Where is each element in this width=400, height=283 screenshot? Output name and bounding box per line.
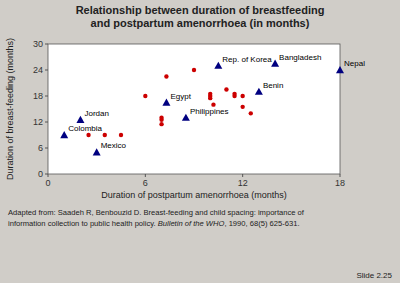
y-tick: [45, 96, 48, 97]
y-tick-label: 24: [33, 65, 43, 75]
dot: [192, 68, 196, 72]
dot: [240, 105, 244, 109]
point-label: Rep. of Korea: [222, 55, 272, 64]
point-label: Bangladesh: [279, 53, 321, 62]
point-label: Egypt: [170, 92, 191, 101]
chart: Relationship between duration of breastf…: [0, 0, 400, 283]
title-line: and postpartum amenorrhoea (in months): [91, 17, 310, 29]
dot: [119, 133, 123, 137]
point-label: Mexico: [101, 141, 127, 150]
y-tick-label: 6: [38, 143, 43, 153]
dot: [240, 94, 244, 98]
caption: information collection to public health …: [8, 219, 300, 228]
x-tick: [340, 174, 341, 177]
y-tick-label: 0: [38, 169, 43, 179]
dot: [159, 122, 163, 126]
point-label: Nepal: [344, 59, 365, 68]
y-tick: [45, 174, 48, 175]
dot: [86, 133, 90, 137]
triangle-point: [182, 114, 190, 121]
point-labels: Colombia Jordan Mexico Egypt Philippines Rep.…: [68, 53, 365, 151]
triangle-point: [76, 116, 84, 123]
point-label: Benin: [263, 81, 283, 90]
marks: [60, 60, 344, 156]
dot: [143, 94, 147, 98]
triangle-point: [162, 99, 170, 106]
triangle-point: [60, 131, 68, 138]
dot: [249, 111, 253, 115]
dot: [159, 118, 163, 122]
x-tick-label: 0: [45, 178, 50, 188]
y-tick: [45, 44, 48, 45]
triangle-point: [93, 148, 101, 155]
point-label: Jordan: [84, 109, 108, 118]
y-tick: [45, 122, 48, 123]
y-tick-label: 30: [33, 39, 43, 49]
point-label: Philippines: [190, 107, 229, 116]
x-tick: [242, 174, 243, 177]
y-tick: [45, 148, 48, 149]
triangle-point: [271, 60, 279, 67]
caption-part: , 1990, 68(5) 625-631.: [224, 219, 299, 228]
triangle-point: [214, 62, 222, 69]
slide-label: Slide 2.25: [356, 271, 392, 280]
y-tick-label: 18: [33, 91, 43, 101]
plot-area: [48, 44, 340, 174]
x-tick-label: 12: [238, 178, 248, 188]
dot: [208, 96, 212, 100]
dot: [164, 74, 168, 78]
point-label: Colombia: [68, 124, 102, 133]
x-tick-label: 6: [143, 178, 148, 188]
title: Relationship between duration of breastf…: [76, 4, 325, 29]
y-axis-label: Duration of breast-feeding (months): [5, 38, 15, 180]
dot: [224, 87, 228, 91]
caption-journal: Bulletin of the WHO: [158, 219, 225, 228]
x-tick: [145, 174, 146, 177]
x-axis-label: Duration of postpartum amenorrhoea (mont…: [101, 190, 287, 200]
triangle-point: [255, 88, 263, 95]
y-tick-label: 12: [33, 117, 43, 127]
dot: [103, 133, 107, 137]
caption: Adapted from: Saadeh R, Benbouzid D. Bre…: [8, 208, 305, 217]
title-line: Relationship between duration of breastf…: [76, 4, 325, 16]
y-tick: [45, 70, 48, 71]
dot: [232, 94, 236, 98]
triangle-point: [336, 66, 344, 73]
x-tick-label: 18: [335, 178, 345, 188]
caption-part: information collection to public health …: [8, 219, 158, 228]
